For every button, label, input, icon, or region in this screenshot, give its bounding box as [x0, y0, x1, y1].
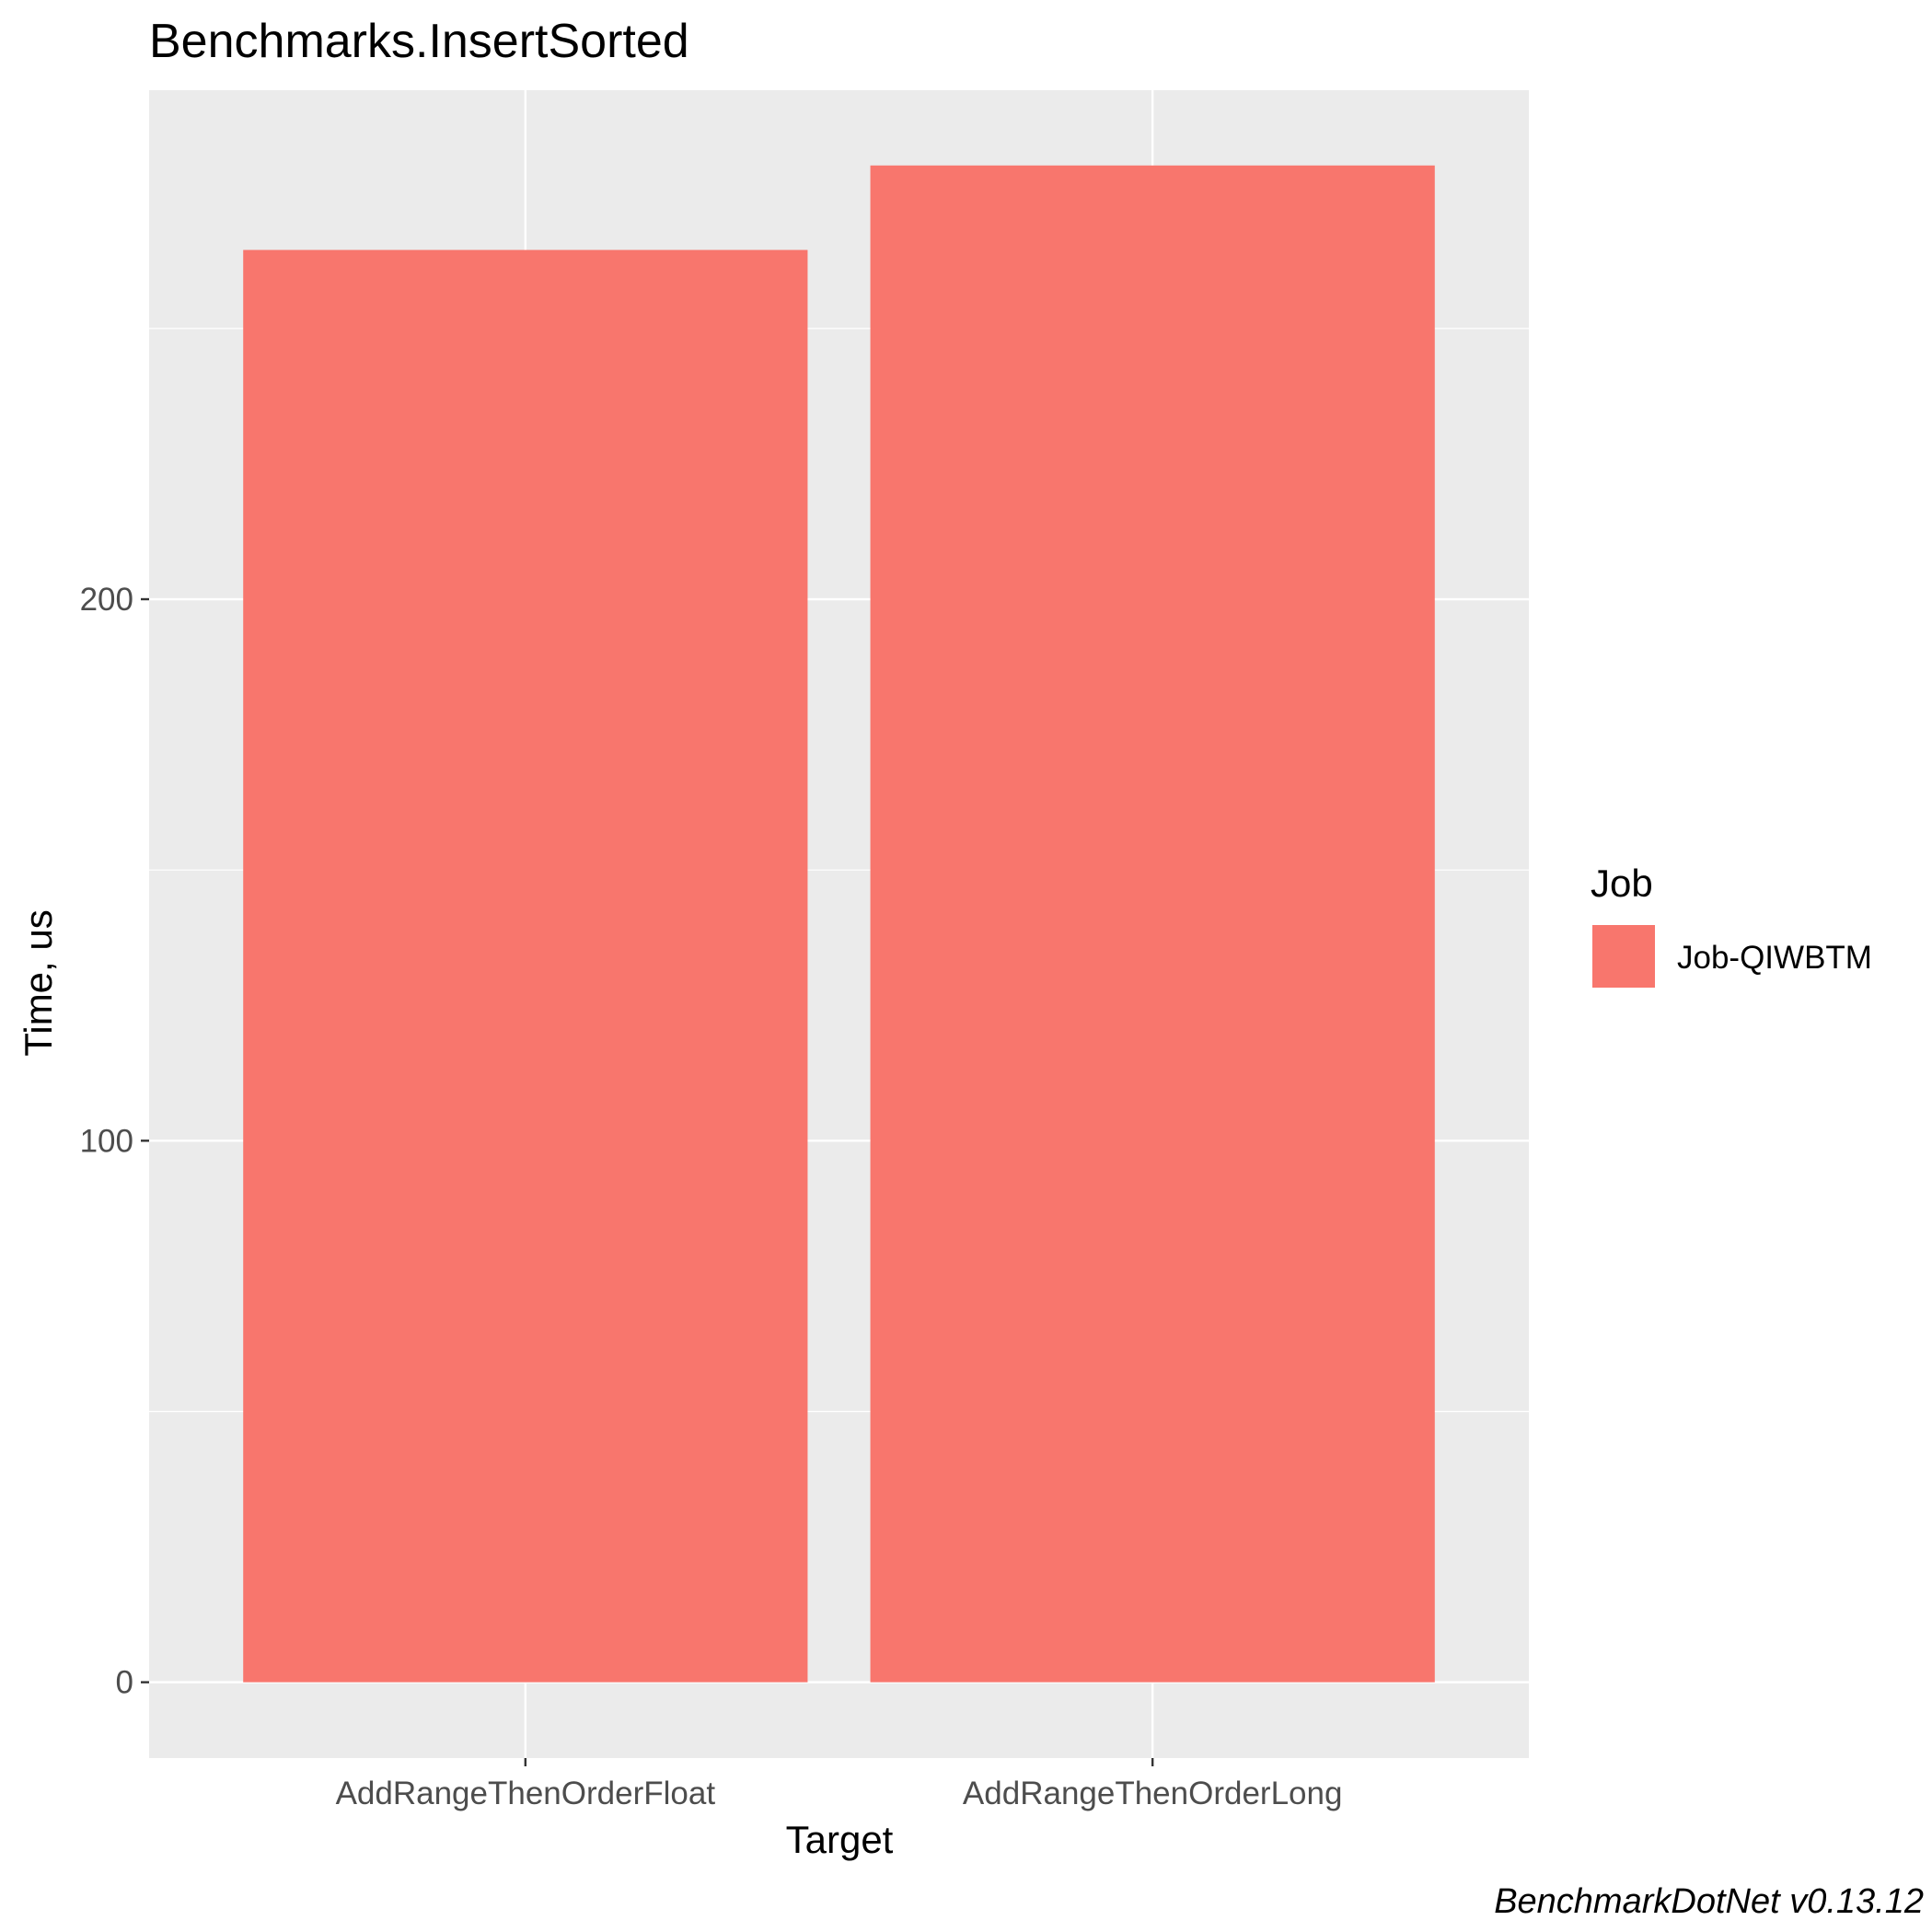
legend-key-job-qiwbtm: [1591, 923, 1657, 989]
x-axis: AddRangeThenOrderFloat AddRangeThenOrderL…: [336, 1758, 1343, 1811]
legend-label-job-qiwbtm: Job-QIWBTM: [1677, 940, 1872, 976]
bar-AddRangeThenOrderFloat: [243, 249, 808, 1683]
y-tick-label: 100: [80, 1123, 133, 1159]
caption: BenchmarkDotNet v0.13.12: [1494, 1882, 1924, 1921]
x-tick-label: AddRangeThenOrderFloat: [336, 1776, 716, 1811]
y-axis-title: Time, us: [17, 909, 60, 1056]
legend-title: Job: [1591, 862, 1653, 905]
y-tick-label: 0: [116, 1665, 133, 1701]
y-tick-label: 200: [80, 582, 133, 618]
x-axis-title: Target: [786, 1818, 894, 1861]
y-axis: 0 100 200: [80, 582, 149, 1701]
x-tick-label: AddRangeThenOrderLong: [963, 1776, 1343, 1811]
bars: [243, 165, 1435, 1683]
bar-AddRangeThenOrderLong: [870, 165, 1435, 1683]
legend: Job Job-QIWBTM: [1591, 862, 1872, 989]
chart-title: Benchmarks.InsertSorted: [149, 15, 689, 68]
